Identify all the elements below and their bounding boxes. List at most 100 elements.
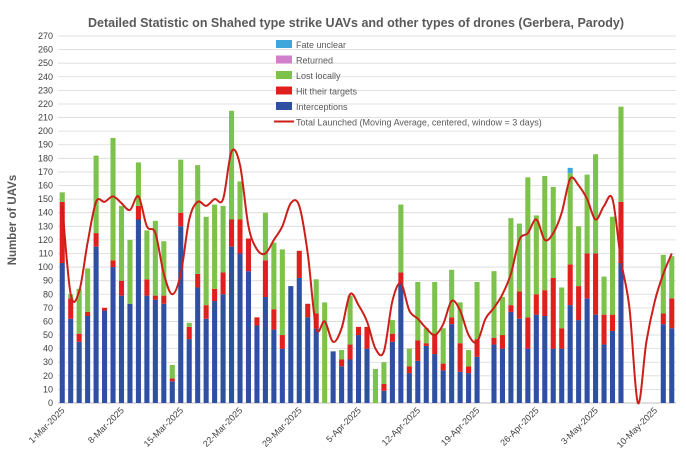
bar-interceptions	[135, 219, 141, 403]
y-tick-label: 140	[38, 208, 53, 218]
bar-interceptions	[669, 328, 675, 403]
y-tick-label: 60	[43, 316, 53, 326]
y-tick-label: 0	[48, 398, 53, 408]
bar-lost-locally	[322, 302, 328, 403]
bar-lost-locally	[169, 364, 175, 379]
bar-lost-locally	[466, 349, 472, 367]
bar-hit-their-targets	[466, 366, 472, 374]
bar-interceptions	[296, 277, 302, 403]
bar-lost-locally	[440, 328, 446, 364]
bar-interceptions	[474, 356, 480, 403]
y-tick-label: 180	[38, 153, 53, 163]
y-tick-label: 170	[38, 167, 53, 177]
bar-lost-locally	[533, 215, 539, 295]
bar-lost-locally	[271, 242, 277, 310]
bar-hit-their-targets	[161, 295, 167, 304]
bar-interceptions	[449, 324, 455, 403]
bar-interceptions	[245, 271, 252, 403]
y-tick-label: 100	[38, 262, 53, 272]
bar-hit-their-targets	[347, 344, 353, 360]
y-tick-label: 200	[38, 126, 53, 136]
bar-lost-locally	[449, 269, 455, 318]
y-axis-ticks: 0 10 20 30 40 50 60 70 80 90 100 110 120 130 140 150 160…	[38, 31, 53, 408]
bar-hit-their-targets	[169, 378, 175, 382]
y-tick-label: 270	[38, 31, 53, 41]
bar-interceptions	[381, 390, 387, 403]
bar-interceptions	[593, 314, 599, 403]
bar-interceptions	[93, 246, 99, 403]
bar-hit-their-targets	[279, 335, 285, 349]
bar-interceptions	[203, 318, 209, 403]
legend-label-total-launched-moving-average-centered-window-3-days: Total Launched (Moving Average, centered…	[296, 118, 542, 128]
bar-hit-their-targets	[516, 291, 522, 319]
bar-hit-their-targets	[262, 260, 268, 297]
bar-lost-locally	[389, 320, 395, 334]
bar-interceptions	[127, 303, 133, 403]
bar-lost-locally	[457, 302, 463, 344]
bar-interceptions	[161, 303, 167, 403]
bar-lost-locally	[237, 181, 243, 220]
bar-interceptions	[212, 301, 218, 403]
bar-hit-their-targets	[212, 288, 218, 302]
bar-hit-their-targets	[381, 383, 387, 391]
bar-interceptions	[152, 299, 158, 403]
bar-hit-their-targets	[440, 363, 446, 371]
bar-lost-locally	[372, 369, 379, 403]
legend-label-lost-locally: Lost locally	[296, 71, 341, 81]
bar-lost-locally	[415, 282, 421, 341]
bar-lost-locally	[508, 218, 514, 306]
bar-interceptions	[567, 305, 573, 403]
bar-hit-their-targets	[296, 250, 302, 278]
bar-interceptions	[347, 359, 353, 403]
bar-interceptions	[609, 330, 616, 403]
bar-lost-locally	[229, 110, 235, 220]
bar-interceptions	[398, 283, 404, 403]
bar-hit-their-targets	[195, 273, 201, 288]
bar-lost-locally	[669, 256, 675, 299]
bar-hit-their-targets	[59, 201, 65, 263]
bar-hit-their-targets	[415, 340, 421, 361]
bar-interceptions	[355, 335, 362, 403]
legend-swatch-fate-unclear	[276, 40, 292, 48]
bar-lost-locally	[406, 348, 412, 367]
bar-interceptions	[389, 341, 395, 403]
bar-lost-locally	[381, 362, 387, 384]
bar-interceptions	[525, 348, 531, 403]
bar-interceptions	[432, 354, 438, 403]
bar-hit-their-targets	[135, 205, 141, 220]
bar-hit-their-targets	[364, 326, 370, 349]
y-tick-label: 70	[43, 303, 53, 313]
bar-hit-their-targets	[229, 219, 235, 247]
moving-average-path	[61, 148, 673, 405]
bar-hit-their-targets	[567, 264, 573, 306]
bar-interceptions	[169, 381, 175, 403]
bar-hit-their-targets	[305, 303, 311, 318]
y-tick-label: 260	[38, 45, 53, 55]
y-tick-label: 20	[43, 371, 53, 381]
legend-swatch-lost-locally	[276, 71, 292, 79]
bar-interceptions	[220, 294, 226, 403]
bar-interceptions	[271, 329, 277, 403]
bar-hit-their-targets	[474, 339, 480, 357]
bar-lost-locally	[618, 106, 624, 202]
bar-lost-locally	[432, 282, 438, 334]
bar-hit-their-targets	[220, 272, 226, 295]
bar-hit-their-targets	[525, 317, 531, 349]
bar-interceptions	[118, 295, 125, 403]
legend: Fate unclear Returned Lost locally Hit thei…	[274, 40, 542, 128]
bar-hit-their-targets	[533, 294, 539, 315]
bar-lost-locally	[499, 296, 505, 336]
bar-lost-locally	[144, 230, 150, 280]
y-tick-label: 80	[43, 289, 53, 299]
y-tick-label: 190	[38, 140, 53, 150]
bar-hit-their-targets	[152, 295, 158, 300]
bar-hit-their-targets	[339, 359, 345, 367]
bar-interceptions	[499, 348, 505, 403]
y-tick-label: 120	[38, 235, 53, 245]
bar-hit-their-targets	[618, 201, 624, 263]
bar-hit-their-targets	[457, 343, 463, 372]
bar-interceptions	[584, 298, 590, 403]
bar-hit-their-targets	[550, 277, 556, 349]
bar-hit-their-targets	[499, 335, 505, 349]
bar-interceptions	[550, 348, 556, 403]
